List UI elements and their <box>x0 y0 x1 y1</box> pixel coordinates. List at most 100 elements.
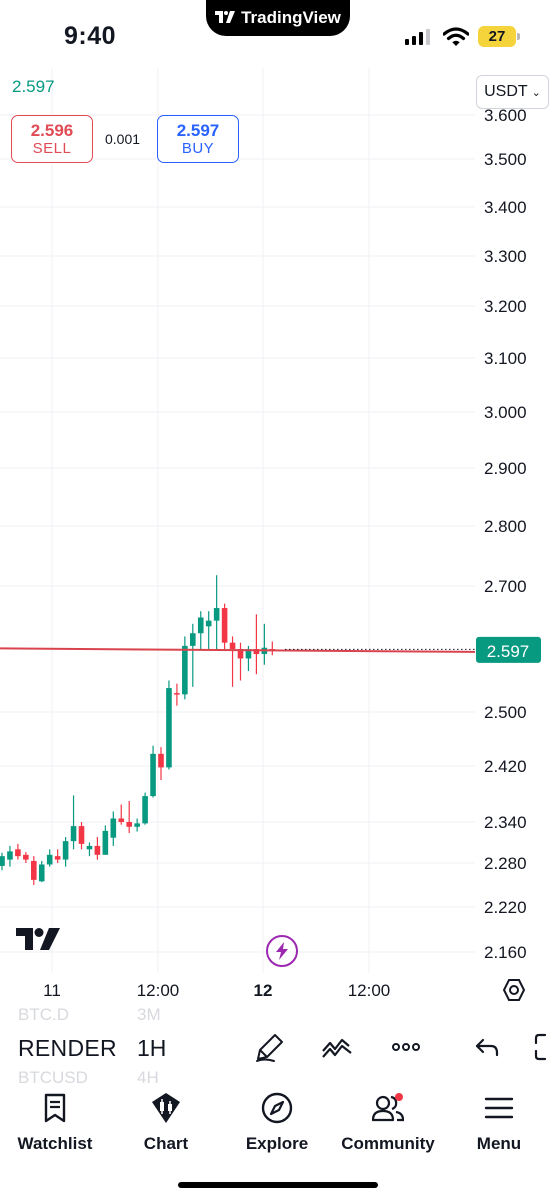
candle <box>142 792 148 825</box>
candle-body <box>197 617 204 634</box>
candle-body <box>62 841 69 860</box>
chart-settings-icon[interactable] <box>500 976 528 1004</box>
candle <box>253 614 260 675</box>
price-tick-label: 3.500 <box>484 150 527 169</box>
time-tick-label: 12:00 <box>137 981 180 1000</box>
candlestick-chart[interactable]: 3.600 3.500 3.400 3.300 3.200 3.100 3.000 2.900… <box>0 68 555 1004</box>
tab-chart[interactable]: Chart <box>111 1090 221 1160</box>
battery-indicator: 27 <box>478 26 520 47</box>
next-interval[interactable]: 4H <box>137 1068 159 1087</box>
candle <box>197 611 204 649</box>
fullscreen-button[interactable] <box>530 1030 555 1064</box>
candle-body <box>213 608 220 621</box>
price-tick-label: 3.000 <box>484 403 527 422</box>
price-axis: 3.600 3.500 3.400 3.300 3.200 3.100 3.000 2.900… <box>476 106 541 962</box>
candle-body <box>174 693 180 695</box>
candle-body <box>38 864 45 882</box>
more-icon <box>392 1043 420 1051</box>
sell-button[interactable]: 2.596 SELL <box>11 115 93 163</box>
currency-value: USDT <box>484 83 528 100</box>
fullscreen-icon <box>534 1033 546 1061</box>
dynamic-island[interactable]: TradingView <box>206 0 350 36</box>
candle-body <box>245 649 252 659</box>
people-icon <box>372 1093 404 1122</box>
candle <box>62 837 69 867</box>
bookmark-icon <box>44 1093 66 1123</box>
candle-body <box>94 845 101 855</box>
tab-explore[interactable]: Explore <box>222 1090 332 1160</box>
buy-price: 2.597 <box>176 120 220 140</box>
price-tick-label: 2.420 <box>484 757 527 776</box>
candle <box>126 801 132 833</box>
time-tick-label: 11 <box>43 981 61 1000</box>
candle-body <box>166 688 172 768</box>
candle <box>221 603 228 649</box>
indicators-icon <box>322 1038 352 1058</box>
last-price-badge-label: 2.597 <box>487 642 530 661</box>
candle <box>237 642 244 681</box>
sell-label: SELL <box>32 140 72 158</box>
more-button[interactable] <box>389 1030 423 1064</box>
candle <box>86 842 93 857</box>
price-tick-label: 3.600 <box>484 106 527 125</box>
candle <box>23 852 29 863</box>
indicators-button[interactable] <box>320 1030 354 1064</box>
tab-community[interactable]: Community <box>333 1090 443 1160</box>
tab-menu[interactable]: Menu <box>444 1090 554 1160</box>
header-last-price: 2.597 <box>12 77 55 96</box>
tab-watchlist[interactable]: Watchlist <box>0 1090 110 1160</box>
candle <box>54 849 61 863</box>
candle <box>118 804 125 825</box>
candle-body <box>0 856 5 866</box>
candle-body <box>78 826 85 844</box>
drawing-tools-button[interactable] <box>253 1030 287 1064</box>
price-tick-label: 2.280 <box>484 854 527 873</box>
status-time: 9:40 <box>64 22 117 50</box>
candle <box>70 795 77 850</box>
candle-body <box>126 822 132 827</box>
undo-button[interactable] <box>470 1030 504 1064</box>
chart-area[interactable]: 3.600 3.500 3.400 3.300 3.200 3.100 3.000 2.900… <box>0 68 555 1004</box>
sell-price: 2.596 <box>30 120 74 140</box>
candle-body <box>237 649 244 659</box>
next-symbol[interactable]: BTCUSD <box>18 1068 88 1087</box>
bottom-tab-bar: Watchlist Chart Explore <box>0 1088 555 1200</box>
home-indicator <box>178 1182 378 1188</box>
buy-label: BUY <box>181 140 215 158</box>
candle <box>46 849 53 867</box>
price-tick-label: 2.700 <box>484 577 527 596</box>
tab-label: Community <box>341 1134 435 1153</box>
candles <box>0 575 476 885</box>
chart-grid <box>0 68 475 973</box>
symbol-selector[interactable]: RENDER <box>18 1035 117 1061</box>
price-tick-label: 3.100 <box>484 349 527 368</box>
candle-body <box>221 608 228 643</box>
candle-body <box>31 860 37 880</box>
candle <box>261 623 268 665</box>
prev-symbol[interactable]: BTC.D <box>18 1005 69 1024</box>
candle <box>182 636 188 700</box>
status-bar: 9:40 TradingView 27 <box>0 0 555 68</box>
candle <box>158 747 164 780</box>
buy-button[interactable]: 2.597 BUY <box>157 115 239 163</box>
compass-icon <box>261 1092 293 1124</box>
tab-label: Chart <box>143 1134 189 1153</box>
candle <box>31 856 37 885</box>
tradingview-logo-icon <box>16 928 60 950</box>
candle-body <box>86 845 93 850</box>
candle <box>229 636 236 687</box>
candle <box>190 623 196 687</box>
last-price-line <box>0 647 476 653</box>
interval-selector[interactable]: 1H <box>137 1035 167 1061</box>
flash-icon[interactable] <box>266 935 298 967</box>
currency-dropdown[interactable]: USDT ⌄ <box>476 75 549 109</box>
tradingview-mini-logo-icon <box>215 10 236 26</box>
prev-interval[interactable]: 3M <box>137 1005 161 1024</box>
candle <box>15 843 21 860</box>
price-tick-label: 2.340 <box>484 813 527 832</box>
candle-body <box>253 649 260 655</box>
price-tick-label: 2.900 <box>484 459 527 478</box>
spread-value: 0.001 <box>105 131 141 147</box>
candle-body <box>205 620 212 627</box>
candle <box>38 860 45 883</box>
